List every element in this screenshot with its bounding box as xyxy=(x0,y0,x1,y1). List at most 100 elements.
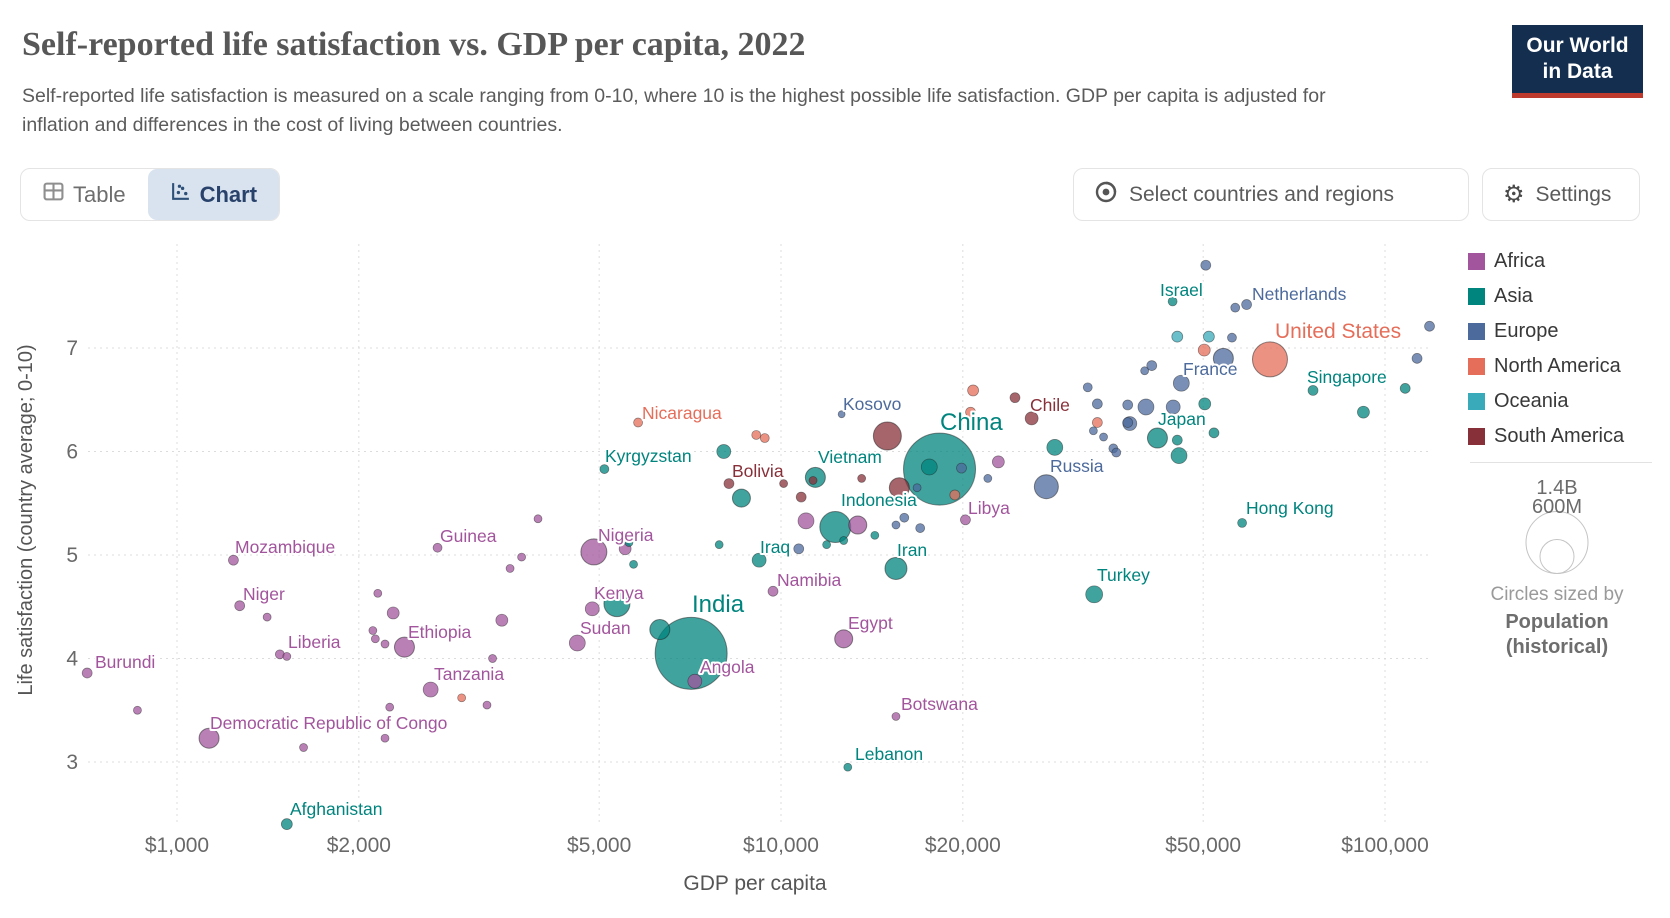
data-point[interactable] xyxy=(1165,399,1181,415)
data-point[interactable] xyxy=(1357,405,1370,419)
data-point[interactable] xyxy=(872,421,902,451)
data-point[interactable] xyxy=(1122,399,1134,411)
data-point[interactable] xyxy=(1197,343,1211,357)
data-point[interactable] xyxy=(370,634,380,644)
data-point-guinea[interactable] xyxy=(432,542,443,553)
data-point-india[interactable] xyxy=(654,616,728,690)
data-point-niger[interactable] xyxy=(234,600,246,612)
data-point[interactable] xyxy=(386,606,400,620)
data-point-kenya[interactable] xyxy=(584,601,600,617)
data-point-egypt[interactable] xyxy=(834,629,854,649)
data-point[interactable] xyxy=(1091,417,1103,428)
data-point[interactable] xyxy=(517,552,526,562)
data-point[interactable] xyxy=(1140,366,1149,376)
data-point[interactable] xyxy=(949,489,961,501)
data-point[interactable] xyxy=(495,613,509,627)
data-point[interactable] xyxy=(797,512,815,530)
data-point[interactable] xyxy=(983,474,993,483)
data-point[interactable] xyxy=(533,514,543,524)
tab-chart[interactable]: Chart xyxy=(147,169,280,220)
data-point[interactable] xyxy=(282,652,292,661)
data-point-singapore[interactable] xyxy=(1307,385,1319,396)
data-point[interactable] xyxy=(1424,320,1435,332)
data-point[interactable] xyxy=(380,733,390,743)
data-point-kosovo[interactable] xyxy=(837,410,846,419)
tab-table[interactable]: Table xyxy=(21,169,148,220)
data-point[interactable] xyxy=(1091,398,1103,410)
data-point[interactable] xyxy=(262,612,272,622)
data-point[interactable] xyxy=(1411,353,1423,364)
data-point[interactable] xyxy=(795,491,807,503)
data-point-botswana[interactable] xyxy=(891,712,901,721)
data-point-chile[interactable] xyxy=(1024,411,1039,426)
data-point[interactable] xyxy=(751,430,762,440)
data-point[interactable] xyxy=(603,590,631,618)
data-point[interactable] xyxy=(915,523,926,533)
data-point-russia[interactable] xyxy=(1033,474,1059,500)
legend-item-africa[interactable]: Africa xyxy=(1468,250,1658,273)
data-point[interactable] xyxy=(649,619,671,641)
data-point[interactable] xyxy=(891,520,901,530)
data-point[interactable] xyxy=(1208,427,1220,439)
select-countries-button[interactable]: Select countries and regions xyxy=(1073,168,1469,221)
data-point-france[interactable] xyxy=(1172,374,1190,392)
data-point[interactable] xyxy=(731,488,751,508)
data-point[interactable] xyxy=(779,479,788,488)
data-point[interactable] xyxy=(920,458,938,476)
data-point-turkey[interactable] xyxy=(1085,585,1104,604)
data-point[interactable] xyxy=(991,455,1005,469)
data-point[interactable] xyxy=(956,462,967,474)
data-point[interactable] xyxy=(848,515,868,535)
data-point-democratic-republic-of-congo[interactable] xyxy=(198,727,220,749)
data-point-iraq[interactable] xyxy=(751,552,767,568)
data-point[interactable] xyxy=(1171,434,1183,446)
data-point[interactable] xyxy=(299,743,308,752)
data-point-united-states[interactable] xyxy=(1251,341,1288,378)
settings-button[interactable]: ⚙ Settings xyxy=(1482,168,1640,221)
legend-item-oceania[interactable]: Oceania xyxy=(1468,390,1658,413)
data-point[interactable] xyxy=(1170,447,1188,464)
data-point-iran[interactable] xyxy=(884,556,908,580)
data-point[interactable] xyxy=(870,530,880,540)
data-point[interactable] xyxy=(373,588,383,598)
data-point[interactable] xyxy=(1089,426,1098,436)
data-point[interactable] xyxy=(1227,332,1237,343)
data-point[interactable] xyxy=(133,705,142,715)
data-point-ethiopia[interactable] xyxy=(393,636,415,658)
data-point[interactable] xyxy=(822,540,831,550)
data-point[interactable] xyxy=(385,702,395,712)
data-point[interactable] xyxy=(1082,382,1093,393)
data-point-japan[interactable] xyxy=(1146,427,1168,449)
data-point[interactable] xyxy=(1111,447,1122,458)
legend-item-europe[interactable]: Europe xyxy=(1468,320,1658,343)
data-point[interactable] xyxy=(1122,417,1134,428)
data-point[interactable] xyxy=(1146,360,1158,371)
data-point[interactable] xyxy=(899,512,910,523)
data-point-china[interactable] xyxy=(903,432,977,506)
legend-item-north-america[interactable]: North America xyxy=(1468,355,1658,378)
data-point-sudan[interactable] xyxy=(568,634,586,652)
data-point[interactable] xyxy=(368,626,378,635)
legend-item-south-america[interactable]: South America xyxy=(1468,425,1658,448)
data-point-lebanon[interactable] xyxy=(843,762,853,772)
data-point[interactable] xyxy=(912,483,922,493)
data-point-tanzania[interactable] xyxy=(422,681,439,698)
data-point[interactable] xyxy=(488,654,497,663)
data-point-afghanistan[interactable] xyxy=(280,818,293,830)
data-point-mozambique[interactable] xyxy=(228,554,239,566)
data-point[interactable] xyxy=(1212,347,1234,369)
data-point[interactable] xyxy=(380,639,390,649)
data-point-nicaragua[interactable] xyxy=(633,417,643,428)
data-point-kyrgyzstan[interactable] xyxy=(599,464,610,474)
data-point[interactable] xyxy=(1046,439,1064,456)
data-point[interactable] xyxy=(808,476,818,485)
data-point[interactable] xyxy=(1137,398,1155,416)
legend-item-asia[interactable]: Asia xyxy=(1468,285,1658,308)
data-point[interactable] xyxy=(1198,397,1212,411)
data-point-burundi[interactable] xyxy=(81,667,93,679)
data-point-angola[interactable] xyxy=(687,673,703,689)
data-point[interactable] xyxy=(1200,259,1212,271)
data-point[interactable] xyxy=(1009,392,1021,404)
data-point[interactable] xyxy=(839,536,849,545)
data-point[interactable] xyxy=(716,444,732,459)
